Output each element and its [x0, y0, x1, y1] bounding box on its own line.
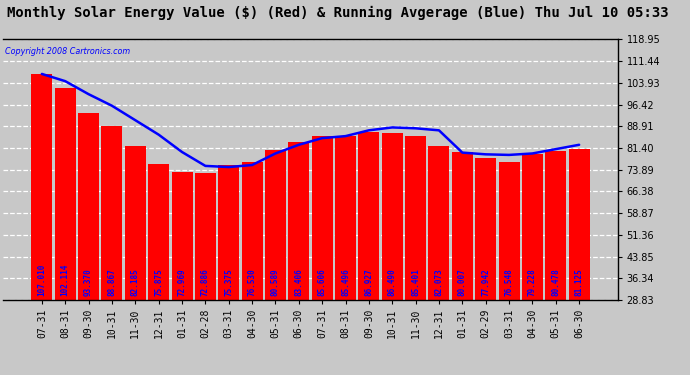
Bar: [265, 150, 286, 375]
Text: 86.490: 86.490: [388, 268, 397, 296]
Text: 76.530: 76.530: [248, 268, 257, 296]
Bar: [218, 165, 239, 375]
Bar: [55, 88, 76, 375]
Text: 83.406: 83.406: [295, 268, 304, 296]
Bar: [312, 136, 333, 375]
Text: 72.969: 72.969: [177, 268, 186, 296]
Text: 75.875: 75.875: [154, 268, 163, 296]
Text: 93.370: 93.370: [84, 268, 93, 296]
Bar: [382, 133, 403, 375]
Text: 80.007: 80.007: [458, 268, 467, 296]
Text: 77.942: 77.942: [481, 268, 490, 296]
Text: Monthly Solar Energy Value ($) (Red) & Running Avgerage (Blue) Thu Jul 10 05:33: Monthly Solar Energy Value ($) (Red) & R…: [7, 6, 669, 20]
Bar: [452, 152, 473, 375]
Text: 85.496: 85.496: [341, 268, 350, 296]
Text: Copyright 2008 Cartronics.com: Copyright 2008 Cartronics.com: [5, 47, 130, 56]
Bar: [101, 126, 122, 375]
Bar: [288, 142, 309, 375]
Text: 80.478: 80.478: [551, 268, 560, 296]
Bar: [148, 164, 169, 375]
Text: 86.927: 86.927: [364, 268, 373, 296]
Bar: [31, 74, 52, 375]
Bar: [335, 136, 356, 375]
Text: 75.375: 75.375: [224, 268, 233, 296]
Text: 82.185: 82.185: [131, 268, 140, 296]
Text: 88.867: 88.867: [108, 268, 117, 296]
Bar: [125, 146, 146, 375]
Text: 76.548: 76.548: [504, 268, 513, 296]
Bar: [405, 136, 426, 375]
Text: 79.228: 79.228: [528, 268, 537, 296]
Bar: [522, 154, 543, 375]
Text: 102.114: 102.114: [61, 263, 70, 296]
Text: 80.589: 80.589: [271, 268, 280, 296]
Text: 107.010: 107.010: [37, 263, 46, 296]
Text: 81.125: 81.125: [575, 268, 584, 296]
Bar: [78, 113, 99, 375]
Bar: [475, 158, 496, 375]
Text: 85.401: 85.401: [411, 268, 420, 296]
Bar: [195, 172, 216, 375]
Bar: [428, 146, 449, 375]
Bar: [358, 132, 380, 375]
Bar: [569, 149, 590, 375]
Bar: [172, 172, 193, 375]
Text: 72.886: 72.886: [201, 268, 210, 296]
Text: 82.073: 82.073: [435, 268, 444, 296]
Bar: [545, 151, 566, 375]
Bar: [499, 162, 520, 375]
Text: 85.606: 85.606: [317, 268, 326, 296]
Bar: [241, 162, 263, 375]
